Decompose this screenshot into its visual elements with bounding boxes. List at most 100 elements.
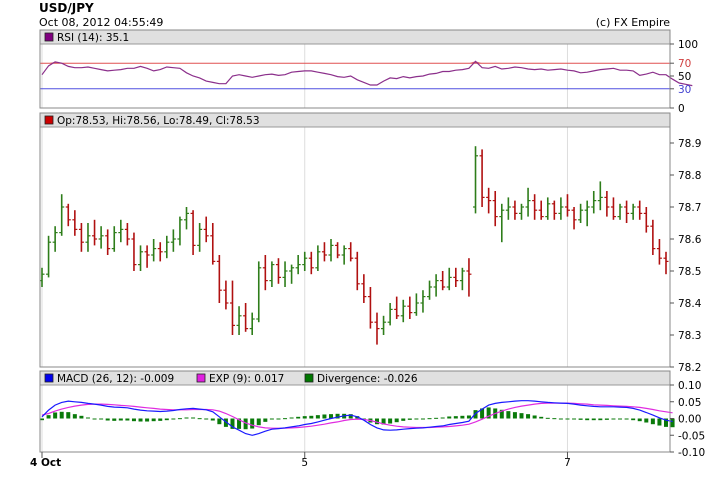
divergence-bar [72,414,77,419]
divergence-bar [401,418,406,421]
divergence-bar [558,418,563,420]
divergence-bar [289,417,294,419]
macd-legend-1-swatch [196,373,206,383]
divergence-bar [302,416,307,419]
divergence-bar [197,418,202,420]
rsi-tick-label: 100 [678,39,698,51]
divergence-bar [526,414,531,419]
exp-line [41,402,673,429]
divergence-bar [138,418,143,422]
price-legend-swatch [44,115,54,125]
x-tick-label: 7 [564,457,571,469]
divergence-bar [204,418,209,420]
divergence-bar [309,415,314,419]
divergence-bar [237,418,242,429]
divergence-bar [92,418,97,420]
macd-legend-2-label: Divergence: -0.026 [317,373,418,385]
macd-tick-label: -0.05 [678,430,705,442]
price-tick-label: 78.7 [678,202,701,214]
divergence-bar [99,418,104,420]
divergence-bar [230,418,235,429]
divergence-bar [420,418,425,420]
price-tick-label: 78.5 [678,266,701,278]
price-tick-label: 78.3 [678,330,701,342]
divergence-bar [591,418,596,421]
rsi-tick-label: 70 [678,58,691,70]
divergence-bar [374,418,379,425]
macd-line [41,400,673,436]
divergence-bar [572,418,577,420]
divergence-bar [53,412,58,419]
price-legend-label: Op:78.53, Hi:78.56, Lo:78.49, Cl:78.53 [57,115,260,127]
divergence-bar [40,418,44,421]
divergence-bar [243,418,248,430]
divergence-bar [256,418,261,426]
divergence-bar [486,407,491,419]
rsi-legend-label: RSI (14): 35.1 [57,32,129,44]
divergence-bar [322,414,327,419]
divergence-bar [217,418,222,425]
divergence-bar [480,408,485,419]
price-tick-label: 78.2 [678,362,701,374]
divergence-bar [453,416,458,419]
rsi-tick-label: 50 [678,71,691,83]
divergence-bar [506,411,511,419]
price-tick-label: 78.9 [678,138,701,150]
divergence-bar [440,417,445,419]
macd-tick-label: 0.05 [678,397,701,409]
x-tick-label: 4 Oct [30,457,61,469]
divergence-bar [85,417,90,419]
divergence-bar [381,418,386,425]
divergence-bar [210,418,215,421]
price-panel-frame [39,112,671,368]
divergence-bar [447,416,452,419]
divergence-bar [578,418,583,420]
divergence-bar [604,418,609,420]
divergence-bar [388,418,393,424]
rsi-tick-label: 30 [678,84,691,96]
divergence-bar [427,418,432,420]
divergence-bar [191,417,196,419]
divergence-bar [66,412,71,419]
divergence-bar [46,415,51,419]
divergence-bar [112,418,117,421]
macd-legend-1-label: EXP (9): 0.017 [209,373,284,385]
divergence-bar [545,417,550,419]
macd-tick-label: 0.10 [678,380,701,392]
price-tick-label: 78.4 [678,298,702,310]
rsi-line [41,60,693,87]
divergence-bar [499,409,504,419]
divergence-bar [296,416,301,419]
rsi-tick-label: 0 [678,103,685,115]
rsi-panel-header [39,29,671,45]
divergence-bar [611,418,616,420]
macd-tick-label: 0.00 [678,414,701,426]
divergence-bar [519,413,524,419]
divergence-bar [329,414,334,419]
divergence-bar [664,418,668,427]
divergence-bar [348,414,353,419]
divergence-bar [414,418,419,420]
divergence-bar [618,418,623,420]
macd-panel-frame [39,370,671,453]
divergence-bar [118,418,123,421]
divergence-bar [539,416,544,419]
divergence-bar [460,415,465,419]
divergence-bar [532,415,537,419]
chart-title: USD/JPY [39,1,94,15]
macd-legend-0-label: MACD (26, 12): -0.009 [57,373,174,385]
divergence-bar [394,418,399,423]
divergence-bar [283,418,288,420]
price-tick-label: 78.8 [678,170,701,182]
divergence-bar [151,418,156,422]
copyright-label: (c) FX Empire [595,16,670,29]
divergence-bar [105,418,110,421]
divergence-bar [407,418,412,420]
divergence-bar [624,418,629,420]
chart-timestamp: Oct 08, 2012 04:55:49 [39,16,164,29]
divergence-bar [565,418,570,420]
divergence-bar [263,418,268,422]
rsi-panel-frame [39,29,671,109]
divergence-bar [171,418,176,420]
